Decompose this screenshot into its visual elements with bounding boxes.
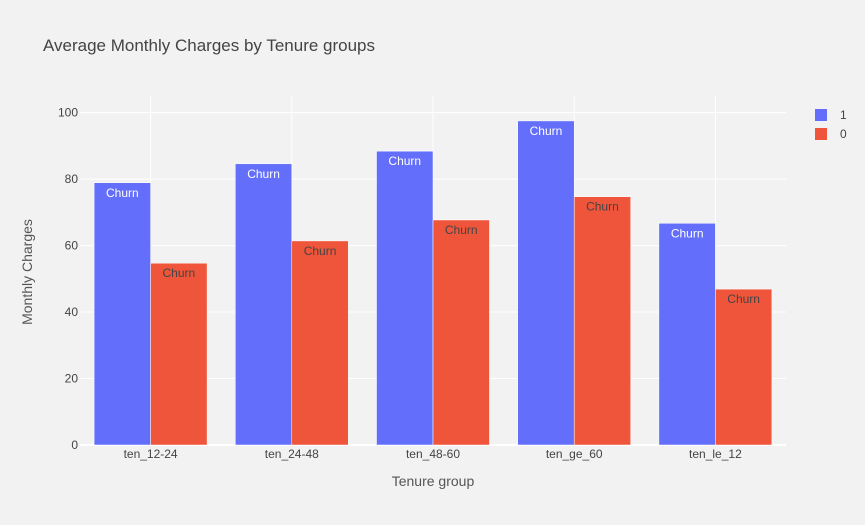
x-tick-label: ten_24-48 — [265, 447, 319, 461]
bar-series-0-ten_ge_60[interactable] — [573, 196, 631, 446]
bar-series-0-ten_12-24[interactable] — [150, 262, 208, 446]
legend-item-0[interactable]: 0 — [815, 127, 847, 141]
bar-label: Churn — [586, 200, 619, 214]
bar-label: Churn — [247, 167, 280, 181]
x-tick-label: ten_12-24 — [124, 447, 178, 461]
legend-swatch — [815, 128, 827, 140]
bar-series-1-ten_le_12[interactable] — [658, 223, 716, 446]
bar-series-1-ten_12-24[interactable] — [93, 182, 151, 446]
legend-label: 1 — [840, 108, 847, 122]
legend-label: 0 — [840, 127, 847, 141]
y-tick-label: 40 — [65, 305, 79, 319]
legend-item-1[interactable]: 1 — [815, 108, 847, 122]
x-tick-label: ten_le_12 — [689, 447, 742, 461]
bar-label: Churn — [671, 226, 704, 240]
bar-series-1-ten_48-60[interactable] — [376, 150, 434, 446]
y-axis-ticks: 0 20 40 60 80 100 — [58, 106, 78, 452]
y-axis-title: Monthly Charges — [19, 219, 35, 325]
bar-label: Churn — [530, 124, 563, 138]
y-tick-label: 60 — [65, 239, 79, 253]
y-tick-label: 100 — [58, 106, 78, 120]
bar-label: Churn — [388, 154, 421, 168]
bar-series-0-ten_24-48[interactable] — [291, 240, 349, 446]
chart-title: Average Monthly Charges by Tenure groups — [43, 36, 375, 55]
legend[interactable]: 10 — [815, 108, 847, 141]
bar-series-0-ten_le_12[interactable] — [715, 288, 773, 446]
bar-label: Churn — [304, 244, 337, 258]
x-axis-ticks: ten_12-24 ten_24-48 ten_48-60 ten_ge_60 ten_… — [124, 447, 743, 461]
bar-series-1-ten_24-48[interactable] — [235, 163, 293, 446]
bar-series-0-ten_48-60[interactable] — [432, 219, 490, 446]
y-tick-label: 0 — [71, 438, 78, 452]
x-axis-title: Tenure group — [392, 473, 475, 489]
bar-label: Churn — [727, 292, 760, 306]
bar-label: Churn — [162, 266, 195, 280]
y-tick-label: 80 — [65, 172, 79, 186]
y-tick-label: 20 — [65, 372, 79, 386]
bars: Churn Churn Churn Churn Churn Churn Churn Churn… — [93, 120, 773, 446]
bar-label: Churn — [445, 223, 478, 237]
x-tick-label: ten_48-60 — [406, 447, 460, 461]
x-tick-label: ten_ge_60 — [546, 447, 603, 461]
legend-swatch — [815, 109, 827, 121]
bar-label: Churn — [106, 186, 139, 200]
bar-series-1-ten_ge_60[interactable] — [517, 120, 575, 446]
